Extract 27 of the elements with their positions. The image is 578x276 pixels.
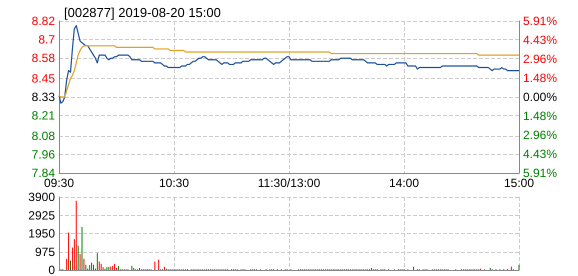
- x-tick-label: 14:00: [388, 176, 420, 190]
- y2-tick-label: 1.48%: [523, 70, 558, 85]
- y2-tick-label: 4.43%: [523, 33, 558, 48]
- y-tick-label: 8.58: [32, 51, 56, 66]
- y2-tick-label: 2.96%: [523, 52, 558, 66]
- y-tick-label: 3900: [28, 190, 56, 204]
- chart-title: [002877] 2019-08-20 15:00: [64, 5, 221, 20]
- y-tick-label: 8.08: [32, 128, 56, 143]
- y2-tick-label: 4.43%: [523, 146, 558, 161]
- y2-tick-label: 1.48%: [523, 109, 558, 124]
- y2-tick-label: 2.96%: [523, 128, 558, 142]
- y-tick-label: 1950: [28, 226, 56, 240]
- y-tick-label: 975: [34, 244, 56, 259]
- y-tick-label: 8.82: [32, 14, 56, 28]
- line-series: [58, 45, 520, 98]
- y-tick-label: 8.33: [32, 90, 56, 104]
- y-tick-label: 8.21: [32, 108, 56, 123]
- y-tick-label: 7.96: [32, 147, 56, 162]
- x-tick-label: 10:30: [158, 176, 190, 190]
- y-tick-label: 8.45: [32, 71, 56, 86]
- x-tick-label: 11:30/13:00: [258, 176, 321, 190]
- y-tick-label: 8.7: [38, 32, 56, 47]
- y-tick-label: 2925: [28, 208, 56, 222]
- y2-tick-label: 5.91%: [523, 14, 558, 28]
- y2-tick-label: 0.00%: [523, 90, 558, 104]
- line-series: [58, 25, 520, 104]
- y-tick-label: 0: [48, 263, 56, 276]
